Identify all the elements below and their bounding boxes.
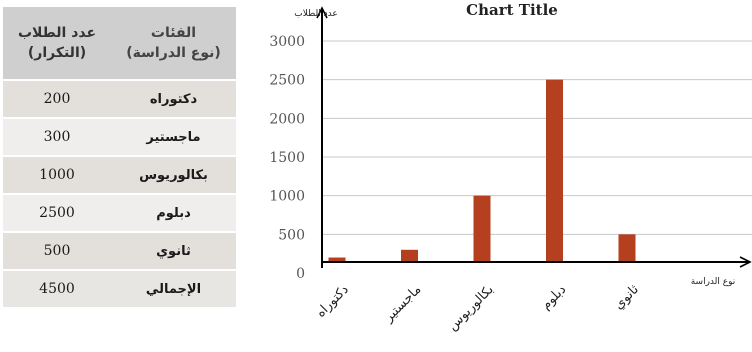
y-axis-arrow (316, 6, 328, 19)
bars (328, 79, 636, 264)
y-tick-labels: 3000 2500 2000 1500 1000 500 0 (269, 34, 305, 282)
table-row: ثانوي 500 (3, 233, 236, 269)
bar (328, 257, 346, 263)
gridlines (322, 40, 752, 235)
category-labels: دكتوراه ماجستير بكالوريوس دبلوم ثانوي (313, 282, 642, 334)
x-axis-title: نوع الدراسة (691, 277, 736, 287)
row-value: 1000 (3, 157, 111, 193)
axes (316, 6, 752, 268)
row-category: ماجستير (111, 119, 236, 155)
header-count-line1: عدد الطلاب (17, 25, 97, 41)
y-tick-label: 0 (296, 266, 305, 282)
y-tick-label: 2000 (269, 111, 305, 127)
row-category: دبلوم (111, 195, 236, 231)
x-category-label: ماجستير (381, 282, 425, 326)
row-category: بكالوريوس (111, 157, 236, 193)
row-value: 2500 (3, 195, 111, 231)
table-header-row: الفئات (نوع الدراسة) عدد الطلاب (التكرار… (3, 7, 236, 79)
row-value: 500 (3, 233, 111, 269)
header-categories: الفئات (نوع الدراسة) (111, 7, 236, 79)
row-value: 300 (3, 119, 111, 155)
y-tick-label: 1500 (269, 150, 305, 166)
y-axis-title: عدد الطلاب (294, 9, 337, 19)
table-total-row: الإجمالي 4500 (3, 271, 236, 307)
header-categories-line2: (نوع الدراسة) (126, 45, 221, 61)
x-category-label: بكالوريوس (445, 282, 497, 334)
bar (546, 79, 563, 264)
frequency-table: الفئات (نوع الدراسة) عدد الطلاب (التكرار… (3, 5, 236, 309)
x-category-label: ثانوي (611, 282, 642, 313)
header-count-line2: (التكرار) (27, 45, 87, 61)
y-tick-label: 1000 (269, 189, 305, 205)
total-label: الإجمالي (111, 271, 236, 307)
row-category: ثانوي (111, 233, 236, 269)
x-category-label: دكتوراه (313, 282, 352, 321)
x-axis-arrow (739, 256, 752, 268)
total-value: 4500 (3, 271, 111, 307)
x-category-label: دبلوم (539, 282, 570, 313)
header-student-count: عدد الطلاب (التكرار) (3, 7, 111, 79)
table-row: دبلوم 2500 (3, 195, 236, 231)
table-row: ماجستير 300 (3, 119, 236, 155)
y-tick-label: 500 (278, 227, 305, 243)
bar (401, 249, 418, 263)
y-tick-label: 3000 (269, 34, 305, 50)
bar (473, 195, 491, 263)
table-row: بكالوريوس 1000 (3, 157, 236, 193)
table-row: دكتوراه 200 (3, 81, 236, 117)
chart-title: Chart Title (466, 1, 558, 19)
y-tick-label: 2500 (269, 73, 305, 89)
row-category: دكتوراه (111, 81, 236, 117)
bar (618, 234, 636, 263)
header-categories-line1: الفئات (150, 25, 197, 41)
row-value: 200 (3, 81, 111, 117)
